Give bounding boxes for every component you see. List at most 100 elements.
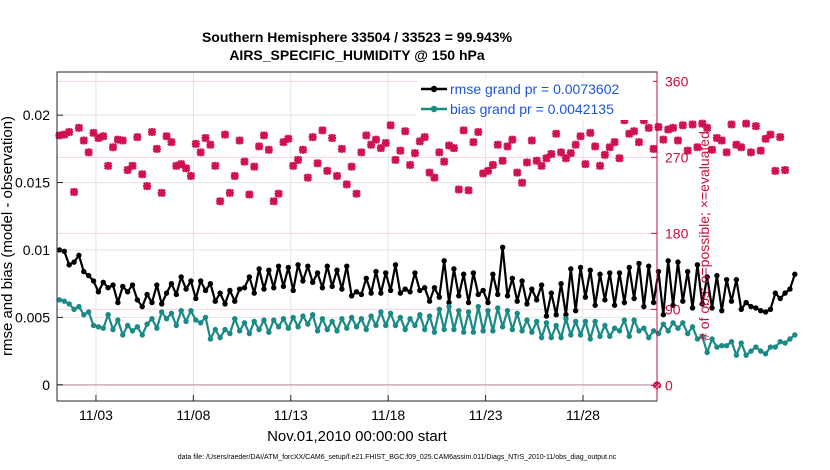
obs-evaluated-point [357, 148, 366, 157]
rmse-point [733, 276, 740, 283]
bias-point [699, 333, 705, 339]
y-axis-left: 0 0.005 0.01 0.015 0.02 [15, 107, 63, 393]
rmse-point [397, 290, 404, 296]
bias-point [222, 326, 228, 333]
bias-point [480, 328, 486, 334]
bias-point [232, 316, 238, 322]
bias-point [587, 336, 593, 342]
bias-point [504, 307, 511, 314]
rmse-point [163, 290, 170, 296]
bias-point [607, 333, 613, 339]
obs-evaluated-point [381, 138, 390, 148]
bias-point [407, 316, 413, 322]
bias-point [499, 324, 506, 330]
y-tick-right-label: 180 [665, 225, 689, 241]
rmse-point [563, 312, 569, 318]
obs-evaluated-point [707, 145, 717, 154]
bias-point [636, 328, 642, 334]
rmse-point [660, 312, 667, 318]
rmse-point [305, 263, 311, 269]
bias-point [149, 316, 155, 322]
bias-point [412, 322, 418, 329]
obs-evaluated-point [654, 122, 663, 132]
plot-area [57, 72, 657, 401]
bias-point [670, 320, 676, 326]
rmse-point [71, 259, 77, 265]
rmse-point [241, 285, 248, 291]
obs-evaluated-point [293, 155, 303, 165]
bias-point [348, 314, 355, 321]
rmse-point [616, 270, 623, 276]
obs-evaluated-point [780, 165, 790, 175]
obs-evaluated-point [401, 127, 410, 136]
bias-point [61, 298, 68, 304]
rmse-point [738, 306, 744, 313]
obs-evaluated-point [284, 134, 293, 143]
rmse-point [144, 291, 150, 298]
rmse-point [436, 294, 443, 300]
bias-point [553, 322, 559, 329]
rmse-point [402, 286, 408, 292]
bias-point [446, 303, 452, 310]
rmse-point [611, 302, 618, 308]
rmse-series [56, 244, 798, 319]
obs-evaluated-point [279, 138, 288, 147]
rmse-point [61, 248, 68, 255]
rmse-point [76, 252, 82, 259]
bias-point [660, 321, 667, 327]
bias-point [246, 330, 253, 337]
obs-evaluated-point [152, 144, 161, 154]
bias-point [144, 321, 150, 327]
obs-evaluated-point [591, 142, 600, 151]
rmse-point [387, 287, 394, 294]
obs-evaluated-point [147, 127, 157, 137]
y-tick-left-label: 0.015 [15, 175, 50, 191]
obs-evaluated-point [513, 168, 522, 177]
y-tick-left-label: 0.02 [23, 107, 50, 123]
obs-evaluated-point [177, 160, 186, 169]
rmse-point [709, 305, 715, 311]
bias-point [563, 316, 569, 322]
bias-point [353, 324, 360, 330]
rmse-point [124, 289, 131, 295]
obs-evaluated-point [717, 136, 726, 145]
rmse-point [334, 267, 340, 273]
rmse-point [451, 266, 457, 272]
rmse-point [456, 293, 462, 299]
obs-evaluated-point [84, 148, 93, 157]
obs-evaluated-point [104, 161, 113, 170]
rmse-point [256, 266, 262, 272]
bias-point [314, 328, 321, 334]
series-layer: × [55, 116, 798, 392]
rmse-point [290, 287, 296, 294]
obs-evaluated-point [220, 130, 230, 139]
obs-evaluated-point [269, 197, 278, 206]
bias-point [616, 328, 623, 334]
obs-evaluated-point [678, 121, 687, 130]
obs-evaluated-point [483, 166, 493, 176]
obs-evaluated-point [634, 138, 644, 147]
obs-evaluated-point [727, 120, 736, 129]
rmse-point [183, 286, 189, 292]
rmse-point [475, 291, 481, 298]
obs-evaluated-point [522, 158, 532, 167]
obs-evaluated-point [474, 127, 483, 137]
rmse-point [548, 290, 555, 296]
rmse-point [207, 280, 214, 287]
rmse-point [236, 286, 243, 292]
obs-evaluated-point [527, 136, 536, 145]
bias-point [538, 334, 545, 341]
bias-point [548, 334, 555, 341]
rmse-point [607, 270, 613, 276]
rmse-point [748, 303, 754, 310]
rmse-point [602, 297, 608, 303]
rmse-point [626, 264, 632, 271]
rmse-point [246, 274, 253, 280]
obs-evaluated-point [581, 160, 590, 169]
bias-point [275, 324, 282, 330]
bias-point [519, 328, 525, 334]
bias-point [646, 334, 652, 341]
rmse-point [582, 294, 589, 300]
bias-point [675, 325, 681, 331]
